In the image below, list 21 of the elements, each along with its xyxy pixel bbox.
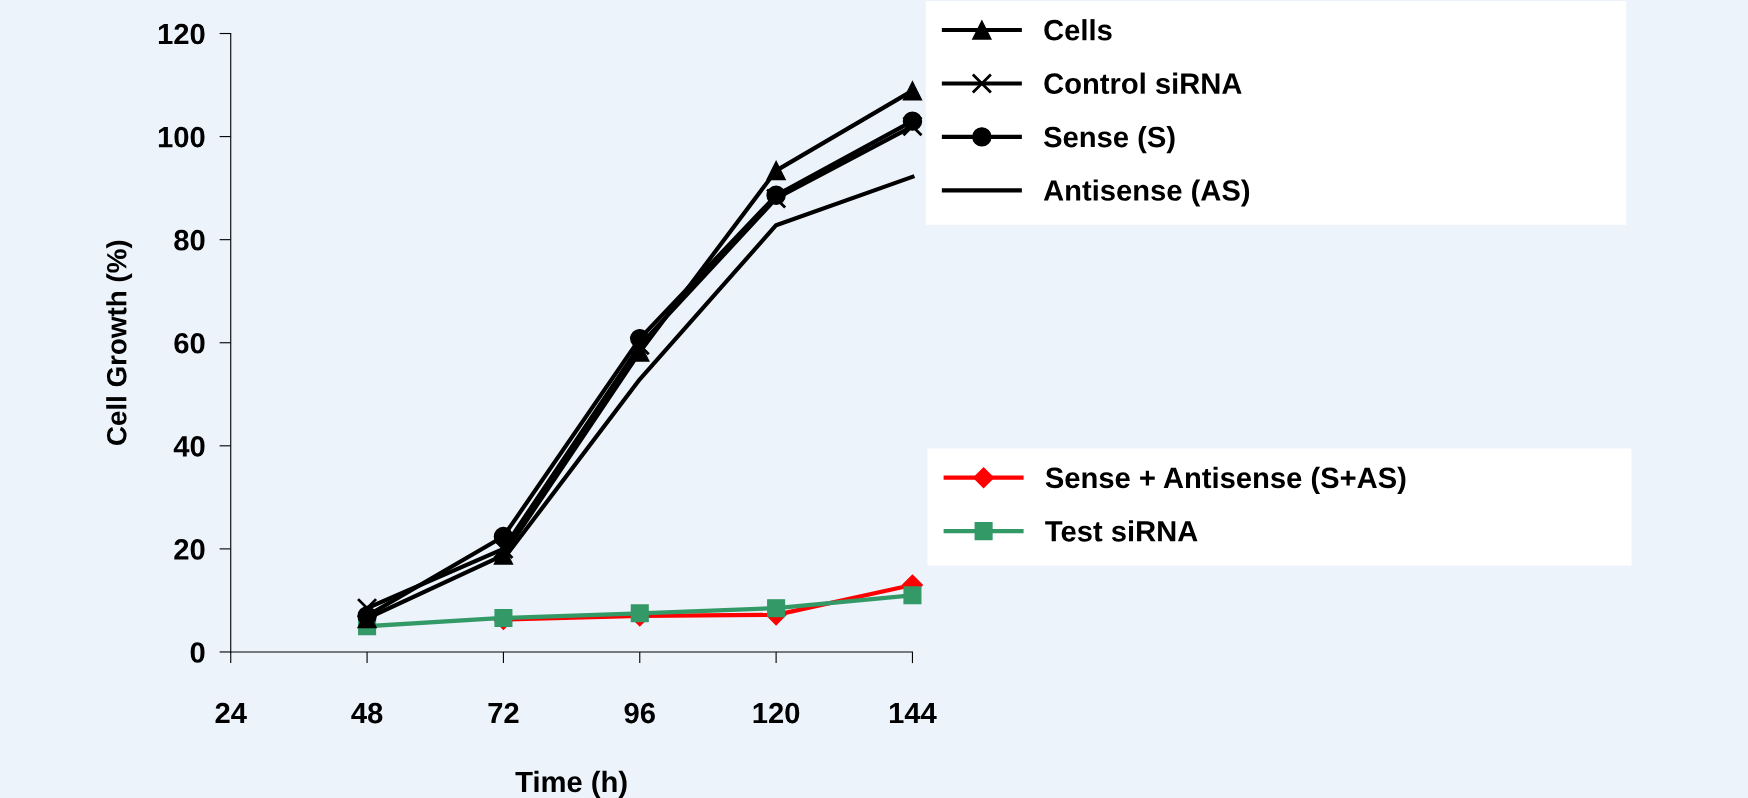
legend-label: Control siRNA bbox=[1044, 72, 1242, 94]
y-tick-label: 60 bbox=[174, 332, 205, 354]
y-tick-label: 100 bbox=[158, 126, 205, 148]
x-tick-label: 96 bbox=[624, 702, 655, 724]
x-tick-label: 72 bbox=[488, 702, 519, 724]
x-axis-title: Time (h) bbox=[515, 770, 627, 798]
y-tick-label: 40 bbox=[173, 436, 205, 457]
x-tick-label: 120 bbox=[753, 702, 800, 724]
legend-label: Test siRNA bbox=[1045, 520, 1198, 542]
y-tick-label: 0 bbox=[190, 642, 205, 663]
x-tick-label: 48 bbox=[351, 702, 383, 724]
legend-label: Sense (S) bbox=[1043, 125, 1175, 154]
legend-label: Cells bbox=[1044, 19, 1112, 41]
y-tick-label: 20 bbox=[174, 539, 205, 560]
x-tick-label: 24 bbox=[215, 702, 247, 724]
y-axis-title: Cell Growth (%) bbox=[106, 240, 133, 445]
legend-label: Sense + Antisense (S+AS) bbox=[1045, 466, 1406, 494]
y-tick-label: 80 bbox=[174, 229, 205, 251]
legend-label: Antisense (AS) bbox=[1043, 179, 1250, 207]
y-tick-label: 120 bbox=[158, 23, 205, 45]
x-tick-label: 144 bbox=[889, 703, 937, 724]
